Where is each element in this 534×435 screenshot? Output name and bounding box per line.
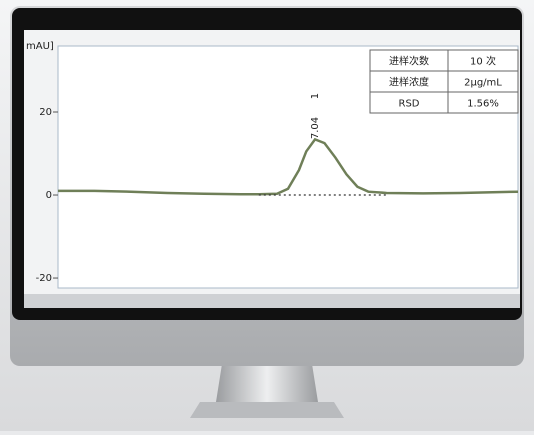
table-cell — [447, 91, 519, 114]
y-axis-label: mAU] — [26, 41, 54, 52]
peak-label: 7.04 — [310, 117, 321, 139]
table-text: 2μg/mL — [464, 78, 502, 89]
table-text: 10 次 — [470, 55, 496, 68]
y-tick-label: -20 — [36, 273, 52, 284]
stand-neck — [216, 364, 318, 402]
table-text: 进样浓度 — [389, 76, 429, 89]
stand-base — [190, 402, 344, 418]
y-tick-label: 20 — [39, 107, 52, 118]
y-tick-label: 0 — [46, 190, 52, 201]
table-text: 1.56% — [467, 99, 499, 110]
table-text: RSD — [399, 99, 420, 110]
peak-label: 1 — [310, 93, 321, 99]
table-text: 进样次数 — [389, 55, 429, 68]
screen-strip — [24, 294, 520, 308]
series-line — [58, 137, 519, 196]
